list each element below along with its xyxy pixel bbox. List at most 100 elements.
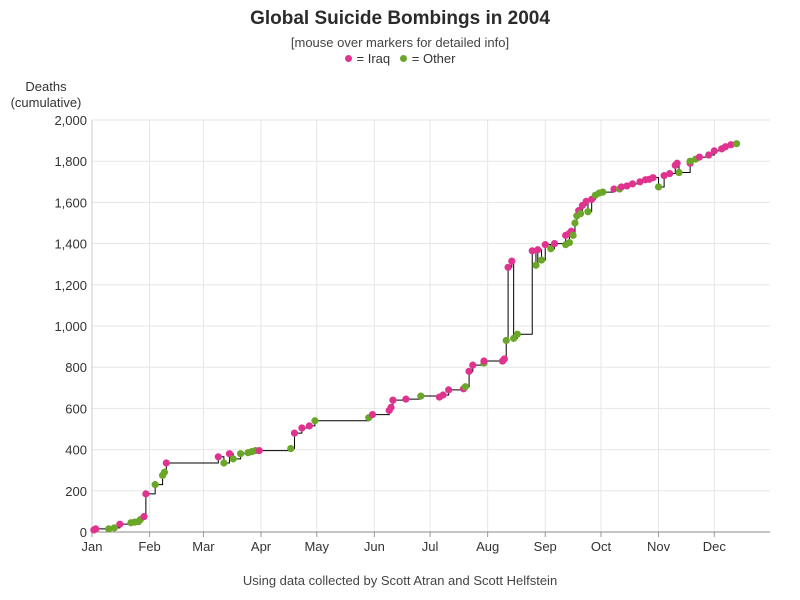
- marker-other[interactable]: [576, 210, 585, 218]
- marker-other[interactable]: [105, 525, 113, 533]
- marker-iraq[interactable]: [140, 512, 148, 521]
- marker-iraq[interactable]: [298, 424, 306, 432]
- marker-iraq[interactable]: [721, 143, 730, 151]
- marker-other[interactable]: [513, 330, 521, 338]
- marker-other[interactable]: [311, 417, 319, 425]
- marker-iraq[interactable]: [368, 410, 377, 419]
- marker-other[interactable]: [237, 450, 245, 458]
- marker-iraq[interactable]: [660, 172, 668, 180]
- marker-iraq[interactable]: [469, 361, 477, 369]
- marker-other[interactable]: [584, 208, 592, 216]
- cumulative-line: [93, 143, 738, 531]
- marker-iraq[interactable]: [225, 450, 234, 458]
- marker-iraq[interactable]: [710, 147, 718, 155]
- marker-iraq[interactable]: [528, 247, 536, 255]
- marker-iraq[interactable]: [290, 429, 299, 437]
- footer-credit: Using data collected by Scott Atran and …: [242, 573, 558, 588]
- legend: = Iraq = Other: [0, 51, 800, 66]
- gridlines: [91, 119, 770, 533]
- x-tick-label: Sep: [534, 539, 557, 554]
- y-tick-label: 200: [65, 484, 87, 499]
- marker-other[interactable]: [110, 524, 118, 532]
- marker-other[interactable]: [532, 261, 540, 269]
- y-axis-label: Deaths (cumulative): [0, 79, 92, 111]
- x-tick-label: Jun: [364, 539, 385, 554]
- marker-iraq[interactable]: [214, 453, 222, 461]
- marker-iraq[interactable]: [142, 490, 150, 498]
- marker-iraq[interactable]: [582, 197, 590, 205]
- marker-other[interactable]: [565, 238, 573, 247]
- chart-subtitle: [mouse over markers for detailed info]: [290, 35, 510, 50]
- marker-other[interactable]: [229, 455, 237, 463]
- marker-iraq[interactable]: [480, 357, 488, 365]
- marker-iraq[interactable]: [305, 422, 313, 430]
- x-tick-label: Dec: [703, 539, 727, 554]
- legend-item-iraq[interactable]: = Iraq: [344, 51, 391, 66]
- marker-iraq[interactable]: [445, 386, 453, 394]
- markers: [90, 140, 741, 534]
- y-axis-label-line-2: (cumulative): [10, 95, 82, 110]
- marker-iraq[interactable]: [92, 525, 100, 533]
- marker-other[interactable]: [571, 219, 579, 227]
- marker-iraq[interactable]: [695, 153, 704, 161]
- marker-iraq[interactable]: [389, 396, 397, 404]
- marker-other[interactable]: [417, 392, 425, 400]
- marker-iraq[interactable]: [623, 182, 631, 190]
- marker-iraq[interactable]: [636, 178, 644, 186]
- marker-other[interactable]: [287, 444, 295, 453]
- marker-iraq[interactable]: [465, 367, 473, 375]
- marker-other[interactable]: [732, 140, 741, 148]
- marker-iraq[interactable]: [628, 180, 637, 188]
- marker-iraq[interactable]: [402, 395, 410, 403]
- y-tick-label: 1,000: [54, 319, 87, 334]
- legend-label-iraq: = Iraq: [356, 51, 391, 66]
- x-tick-label: Jul: [422, 539, 439, 554]
- marker-iraq[interactable]: [116, 520, 124, 528]
- marker-iraq[interactable]: [666, 169, 674, 178]
- marker-iraq[interactable]: [550, 240, 559, 248]
- marker-other[interactable]: [569, 231, 577, 239]
- marker-other[interactable]: [654, 183, 663, 191]
- x-tick-label: May: [304, 539, 329, 554]
- marker-iraq[interactable]: [508, 257, 516, 265]
- marker-other[interactable]: [675, 168, 683, 177]
- y-tick-label: 1,400: [54, 237, 87, 252]
- marker-iraq[interactable]: [534, 246, 542, 254]
- marker-other[interactable]: [537, 256, 546, 264]
- marker-iraq[interactable]: [500, 355, 508, 363]
- x-tick-label: Oct: [591, 539, 612, 554]
- marker-iraq[interactable]: [439, 391, 447, 399]
- marker-iraq[interactable]: [610, 185, 618, 193]
- marker-iraq[interactable]: [387, 403, 395, 411]
- y-tick-label: 1,200: [54, 278, 87, 293]
- marker-other[interactable]: [547, 245, 555, 253]
- x-tick-label: Apr: [251, 539, 272, 554]
- marker-other[interactable]: [686, 157, 694, 165]
- marker-other[interactable]: [461, 383, 469, 391]
- marker-iraq[interactable]: [504, 263, 512, 271]
- x-tick-label: Mar: [192, 539, 215, 554]
- marker-iraq[interactable]: [727, 141, 735, 149]
- marker-iraq[interactable]: [255, 447, 263, 455]
- marker-other[interactable]: [160, 468, 169, 476]
- marker-other[interactable]: [502, 336, 510, 345]
- marker-iraq[interactable]: [162, 459, 170, 467]
- y-tick-label: 400: [65, 443, 87, 458]
- marker-iraq[interactable]: [673, 159, 681, 167]
- marker-iraq[interactable]: [541, 241, 549, 249]
- marker-iraq[interactable]: [617, 183, 625, 191]
- marker-iraq[interactable]: [705, 151, 713, 159]
- legend-item-other[interactable]: = Other: [399, 51, 455, 66]
- legend-marker-iraq: [344, 55, 352, 63]
- marker-other[interactable]: [151, 481, 159, 489]
- marker-iraq[interactable]: [649, 174, 657, 182]
- marker-other[interactable]: [599, 188, 607, 196]
- y-tick-label: 600: [65, 401, 87, 416]
- marker-other[interactable]: [220, 459, 228, 467]
- y-tick-label: 1,800: [54, 154, 87, 169]
- x-tick-label: Jan: [82, 539, 103, 554]
- axes: 0 200 400 600 800 1,000 1,200 1,400 1,600 1,800 2,…: [54, 113, 770, 554]
- y-axis-label-line-1: Deaths: [25, 79, 67, 94]
- y-tick-label: 800: [65, 360, 87, 375]
